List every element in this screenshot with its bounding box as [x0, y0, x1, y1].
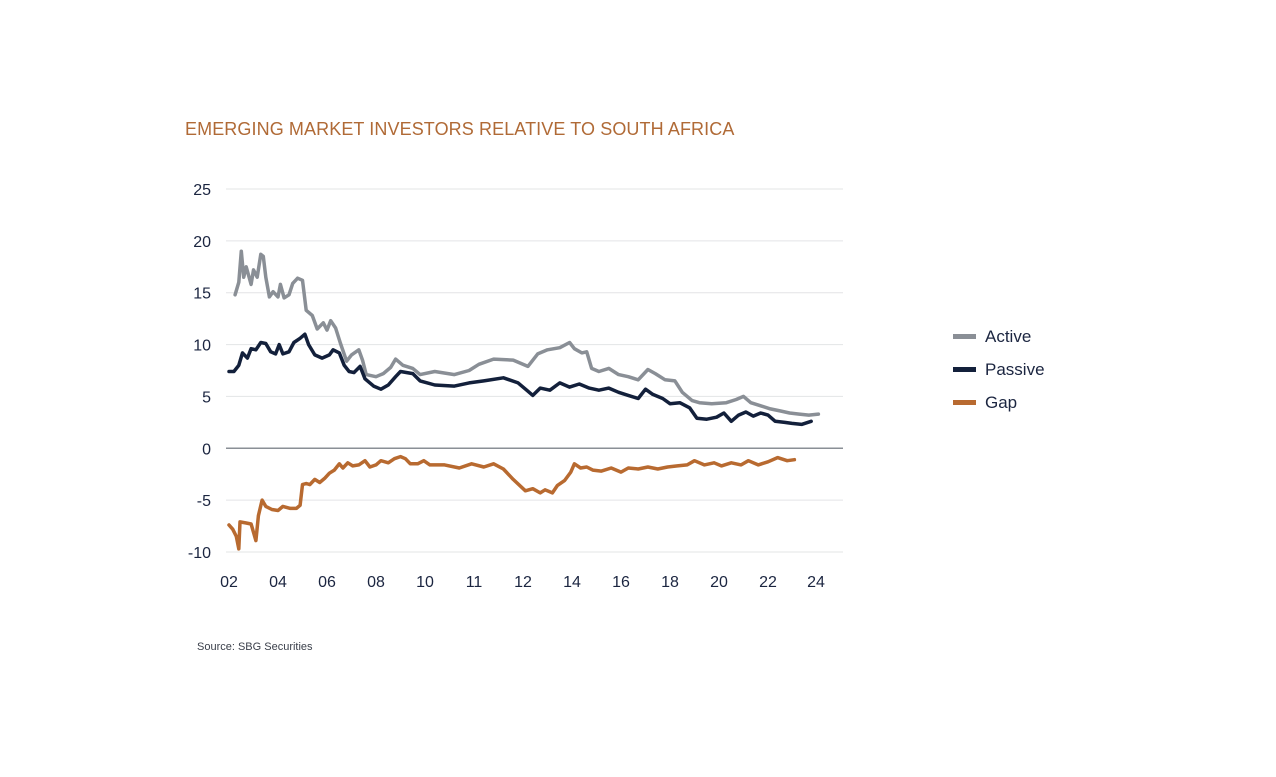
x-tick-label: 02 — [220, 574, 238, 591]
x-tick-label: 24 — [807, 574, 825, 591]
y-tick-label: 0 — [202, 441, 211, 458]
source-note: Source: SBG Securities — [197, 641, 313, 653]
x-tick-label: 16 — [612, 574, 630, 591]
legend-swatch-passive — [953, 367, 976, 372]
y-tick-label: -10 — [188, 545, 211, 562]
series-line-active — [233, 249, 821, 417]
y-tick-label: -5 — [197, 493, 211, 510]
grid-layer — [226, 188, 843, 553]
series-line-gap — [227, 454, 797, 551]
legend: Active Passive Gap — [953, 320, 1045, 419]
legend-item-passive: Passive — [953, 353, 1045, 386]
legend-swatch-gap — [953, 400, 976, 405]
y-tick-label: 15 — [193, 286, 211, 303]
y-tick-label: 25 — [193, 182, 211, 199]
y-tick-label: 20 — [193, 234, 211, 251]
x-tick-label: 06 — [318, 574, 336, 591]
legend-label-gap: Gap — [985, 392, 1018, 412]
x-tick-label: 20 — [710, 574, 728, 591]
chart-title: EMERGING MARKET INVESTORS RELATIVE TO SO… — [185, 119, 735, 139]
legend-label-passive: Passive — [985, 359, 1045, 379]
y-tick-label: 10 — [193, 338, 211, 355]
x-tick-label: 08 — [367, 574, 385, 591]
x-tick-label: 12 — [514, 574, 532, 591]
x-tick-label: 11 — [466, 574, 483, 591]
x-tick-label: 04 — [269, 574, 287, 591]
series-layer — [227, 249, 821, 551]
legend-swatch-active — [953, 334, 976, 339]
x-tick-label: 22 — [759, 574, 777, 591]
x-tick-label: 10 — [416, 574, 434, 591]
legend-item-active: Active — [953, 320, 1045, 353]
series-line-passive — [227, 332, 813, 427]
x-tick-label: 14 — [563, 574, 581, 591]
axis-labels: 25 20 15 10 5 0 -5 -10 02 04 06 08 10 11 12 14 16 18 20 22 2… — [188, 182, 825, 591]
x-tick-label: 18 — [661, 574, 679, 591]
y-tick-label: 5 — [202, 389, 211, 406]
legend-label-active: Active — [985, 326, 1032, 346]
legend-item-gap: Gap — [953, 386, 1045, 419]
